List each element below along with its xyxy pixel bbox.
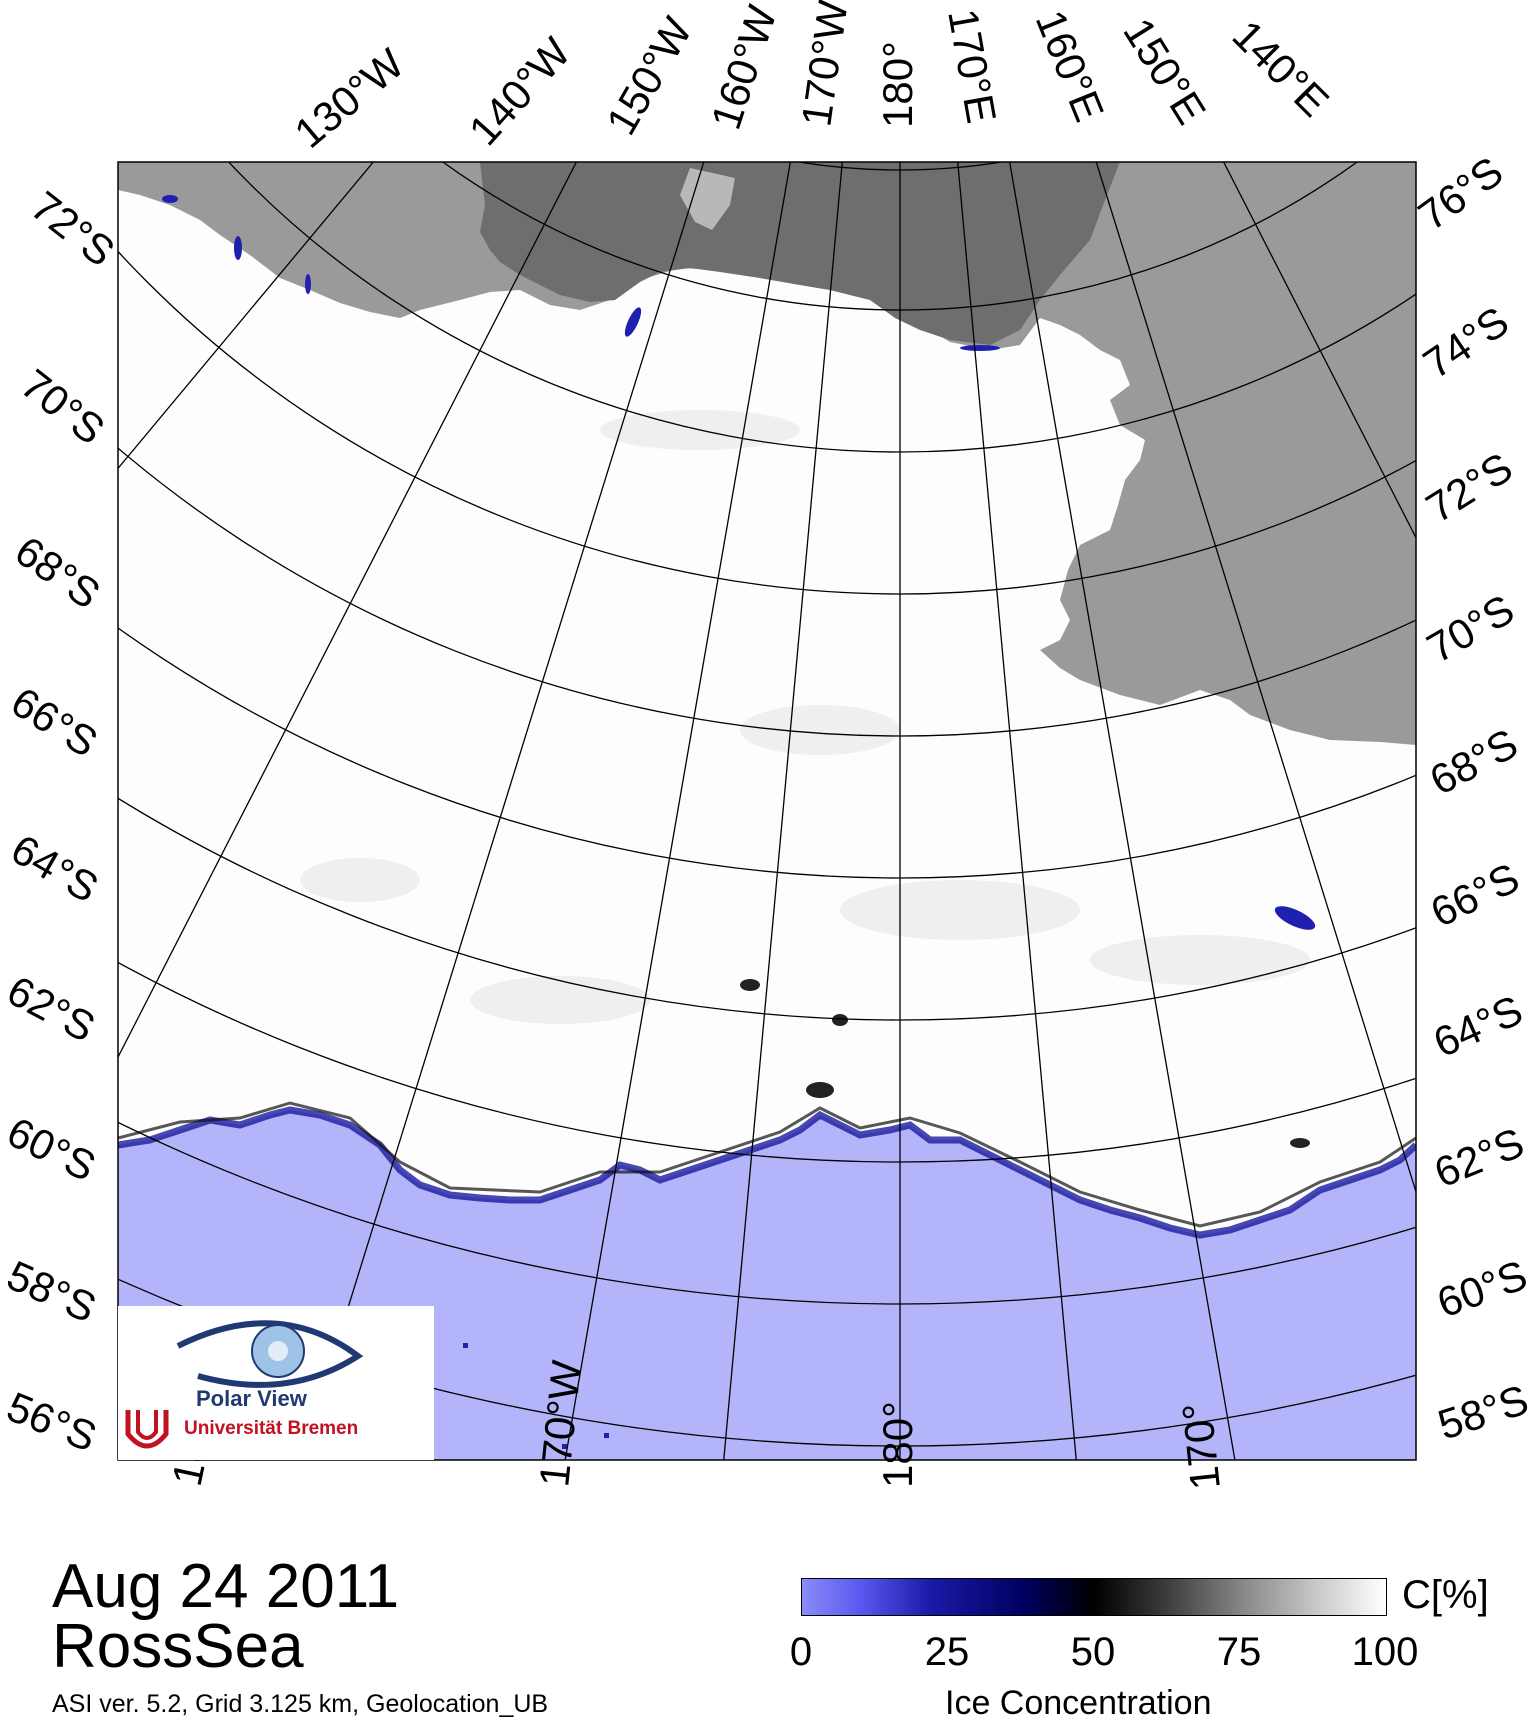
- meridian-label: 180°: [874, 1401, 921, 1488]
- colorbar-tick: 0: [789, 1630, 813, 1674]
- parallel-label: 62°S: [1428, 1118, 1530, 1196]
- parallel-labels-right: 76°S 74°S 72°S 70°S 68°S 66°S 64°S 62°S …: [1410, 147, 1534, 1448]
- parallel-label: 68°S: [1422, 719, 1525, 803]
- map-border: [117, 161, 1417, 1461]
- meridian-label: 180°: [874, 41, 921, 128]
- polar-view-logo: Polar View Universität Bremen: [118, 1306, 434, 1460]
- meridian-label: 170°E: [939, 5, 1005, 126]
- colorbar-unit: C[%]: [1402, 1573, 1489, 1617]
- eye-icon: [176, 1320, 364, 1388]
- meridian-label: 160°E: [1027, 4, 1114, 128]
- parallel-label: 72°S: [1418, 443, 1521, 531]
- colorbar-tick: 100: [1351, 1630, 1419, 1674]
- parallel-label: 76°S: [1410, 147, 1512, 239]
- dark-ice-patches: [740, 979, 1310, 1148]
- colorbar-title: Ice Concentration: [945, 1684, 1212, 1722]
- meridian-label: 150°W: [597, 9, 701, 142]
- parallel-label: 66°S: [1423, 854, 1526, 936]
- parallel-label: 60°S: [0, 1108, 103, 1190]
- logo-subtitle: Universität Bremen: [184, 1418, 359, 1439]
- parallel-label: 72°S: [22, 182, 123, 275]
- colorbar-tick: 75: [1216, 1630, 1262, 1674]
- meridian-label: 170°W: [792, 0, 856, 129]
- meridian-label: 140°E: [1224, 11, 1338, 125]
- meridian-labels-top: 130°W 140°W 150°W 160°W 170°W 180° 170°E…: [286, 0, 1339, 157]
- parallel-label: 66°S: [3, 678, 106, 766]
- map-region: RossSea: [52, 1612, 304, 1681]
- meridian-label: 150°E: [1114, 10, 1215, 132]
- parallel-label: 64°S: [4, 825, 107, 911]
- meridian-label: 140°W: [460, 28, 580, 154]
- meridian-label: 170°: [1173, 1401, 1229, 1492]
- meridian-label: 130°W: [286, 39, 413, 157]
- colorbar-tick: 50: [1070, 1630, 1116, 1674]
- parallel-label: 74°S: [1415, 297, 1517, 387]
- parallel-label: 58°S: [0, 1251, 103, 1331]
- map-date: Aug 24 2011: [52, 1552, 400, 1621]
- parallel-label: 70°S: [1419, 585, 1522, 671]
- parallel-label: 58°S: [1432, 1376, 1534, 1449]
- parallel-label: 60°S: [1431, 1251, 1533, 1326]
- ice-shelf: [480, 162, 1120, 345]
- algorithm-info: ASI ver. 5.2, Grid 3.125 km, Geolocation…: [52, 1690, 549, 1718]
- open-ocean: [118, 1110, 1416, 1460]
- ice-edge: [118, 1106, 1416, 1239]
- polynya-patches: [162, 195, 1316, 1449]
- parallel-label: 64°S: [1427, 986, 1530, 1066]
- meridian-label: 160°W: [702, 0, 786, 135]
- parallel-label: 56°S: [1, 1383, 103, 1461]
- bremen-seal-icon: [125, 1410, 169, 1449]
- parallel-label: 68°S: [7, 527, 109, 618]
- ice-edge-inner: [118, 1101, 1416, 1228]
- land-mass: [118, 162, 1416, 745]
- ice-shelf-light: [680, 168, 735, 230]
- parallel-labels-left: 72°S 70°S 68°S 66°S 64°S 62°S 60°S 58°S …: [0, 182, 124, 1461]
- parallel-label: 70°S: [12, 360, 113, 453]
- colorbar: [801, 1578, 1387, 1616]
- parallel-label: 62°S: [0, 966, 103, 1050]
- logo-title: Polar View: [196, 1386, 307, 1411]
- colorbar-tick: 25: [924, 1630, 970, 1674]
